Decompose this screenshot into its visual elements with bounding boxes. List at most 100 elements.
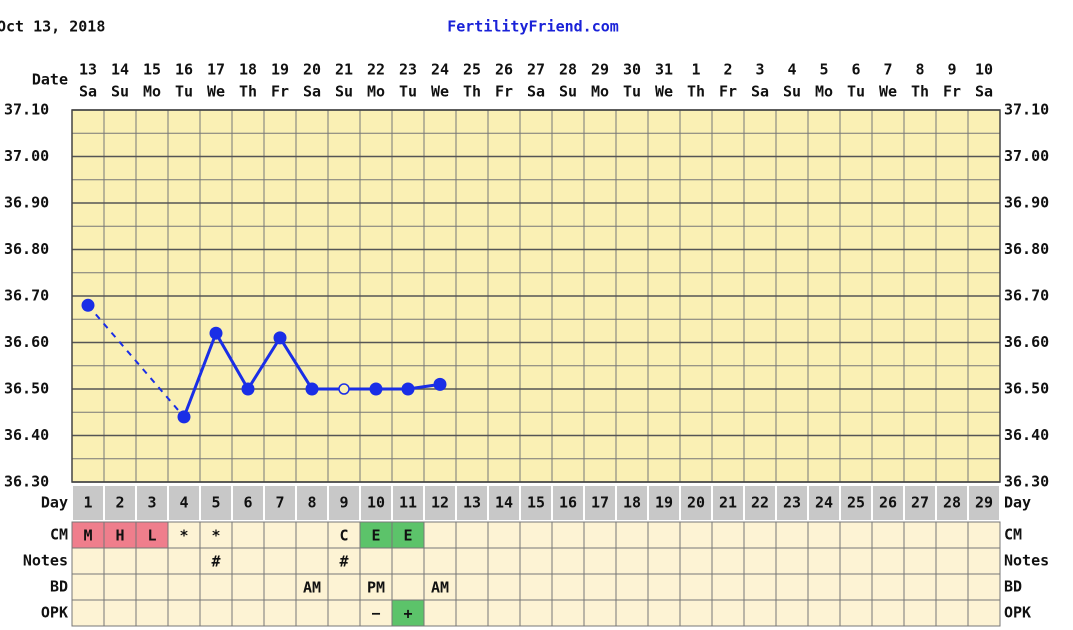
row-label-right: CM — [1004, 526, 1022, 544]
weekday-label: Mo — [591, 83, 609, 101]
day-cell — [937, 486, 967, 520]
day-number: 15 — [527, 494, 545, 512]
weekday-label: Su — [335, 83, 353, 101]
y2-tick-label: 36.70 — [1004, 287, 1049, 305]
weekday-label: Mo — [143, 83, 161, 101]
day-number: 17 — [591, 494, 609, 512]
day-row-label-right: Day — [1004, 494, 1031, 512]
point — [369, 382, 383, 396]
row-cell-text: − — [371, 605, 380, 623]
day-cell — [489, 486, 519, 520]
weekday-label: Su — [111, 83, 129, 101]
row-cell — [103, 599, 137, 627]
y-tick-label: 36.90 — [4, 194, 49, 212]
row-cell — [167, 599, 201, 627]
weekday-label: We — [655, 83, 673, 101]
weekday-label: Tu — [175, 83, 193, 101]
row-cell — [519, 599, 553, 627]
day-cell — [169, 486, 199, 520]
row-cell — [487, 521, 521, 549]
weekday-label: Mo — [367, 83, 385, 101]
day-cell — [73, 486, 103, 520]
row-cell — [103, 573, 137, 601]
row-cell — [295, 521, 329, 549]
row-cell-text: E — [403, 527, 412, 545]
row-cell — [839, 599, 873, 627]
day-cell — [809, 486, 839, 520]
row-cell — [647, 521, 681, 549]
date-label: 18 — [239, 61, 257, 79]
row-cell — [135, 599, 169, 627]
day-number: 7 — [275, 494, 284, 512]
row-cell — [935, 547, 969, 575]
row-cell — [615, 599, 649, 627]
date-label: 7 — [883, 61, 892, 79]
day-number: 4 — [179, 494, 188, 512]
date-label: 31 — [655, 61, 673, 79]
open-point — [338, 383, 350, 395]
row-cell — [167, 573, 201, 601]
row-cell-text: * — [211, 527, 220, 545]
row-cell — [807, 521, 841, 549]
row-cell — [839, 547, 873, 575]
row-cell — [871, 547, 905, 575]
day-number: 10 — [367, 494, 385, 512]
day-number: 11 — [399, 494, 417, 512]
weekday-label: We — [431, 83, 449, 101]
row-cell — [487, 599, 521, 627]
day-cell — [457, 486, 487, 520]
row-cell — [647, 573, 681, 601]
row-cell — [327, 521, 361, 549]
date-label: 4 — [787, 61, 796, 79]
point — [81, 298, 95, 312]
day-cell — [745, 486, 775, 520]
row-cell — [359, 599, 393, 627]
day-cell — [425, 486, 455, 520]
weekday-label: Th — [239, 83, 257, 101]
y2-tick-label: 36.90 — [1004, 194, 1049, 212]
row-cell — [263, 573, 297, 601]
row-cell — [583, 599, 617, 627]
day-cell — [297, 486, 327, 520]
row-cell — [423, 547, 457, 575]
weekday-label: Su — [783, 83, 801, 101]
row-cell — [519, 521, 553, 549]
day-cell — [905, 486, 935, 520]
date-label: 28 — [559, 61, 577, 79]
date-label: 15 — [143, 61, 161, 79]
date-label: 17 — [207, 61, 225, 79]
row-cell — [199, 599, 233, 627]
row-cell — [807, 599, 841, 627]
date-label: 19 — [271, 61, 289, 79]
row-cell — [455, 521, 489, 549]
row-cell — [679, 573, 713, 601]
day-cell — [105, 486, 135, 520]
date-label: 10 — [975, 61, 993, 79]
row-cell — [359, 547, 393, 575]
row-cell — [775, 547, 809, 575]
date-label: 26 — [495, 61, 513, 79]
weekday-label: Sa — [303, 83, 321, 101]
y-tick-label: 36.50 — [4, 380, 49, 398]
row-cell — [935, 599, 969, 627]
day-number: 23 — [783, 494, 801, 512]
point — [305, 382, 319, 396]
day-number: 24 — [815, 494, 833, 512]
row-cell-text: AM — [431, 579, 449, 597]
row-label: BD — [50, 578, 68, 596]
weekday-label: Fr — [719, 83, 737, 101]
weekday-label: We — [207, 83, 225, 101]
y2-tick-label: 36.80 — [1004, 240, 1049, 258]
y2-tick-label: 36.40 — [1004, 426, 1049, 444]
row-cell — [167, 521, 201, 549]
day-cell — [393, 486, 423, 520]
day-cell — [681, 486, 711, 520]
day-number: 6 — [243, 494, 252, 512]
day-number: 26 — [879, 494, 897, 512]
date-label: 20 — [303, 61, 321, 79]
weekday-label: Fr — [271, 83, 289, 101]
row-cell-text: M — [83, 527, 92, 545]
y-tick-label: 36.40 — [4, 426, 49, 444]
date-label: 14 — [111, 61, 129, 79]
